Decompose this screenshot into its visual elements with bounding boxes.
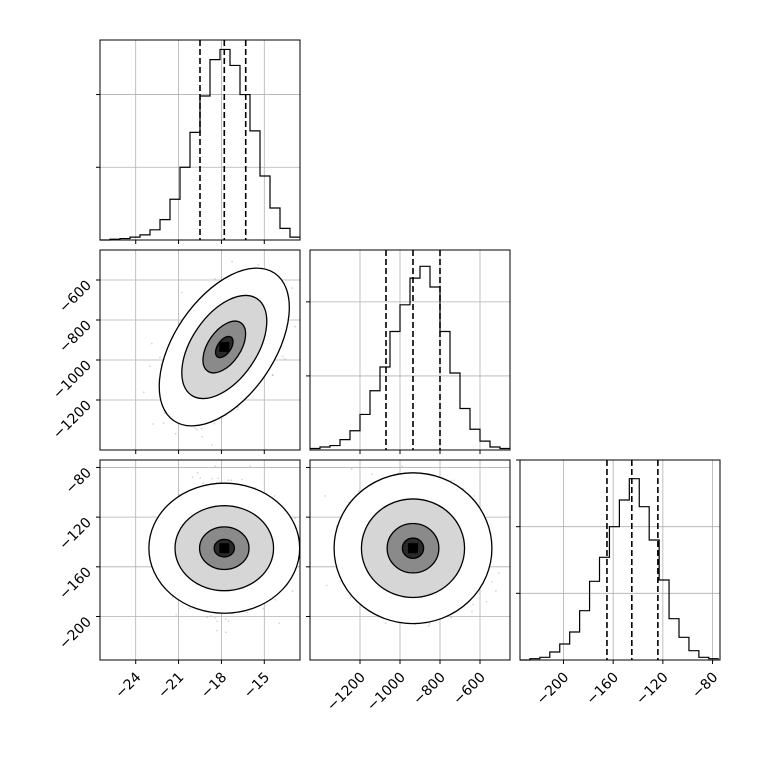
scatter-point — [271, 374, 274, 377]
pair-panel-content — [100, 250, 300, 450]
scatter-point — [315, 570, 317, 572]
scatter-point — [294, 325, 296, 328]
scatter-point — [171, 596, 174, 599]
histogram-panel-0 — [96, 39, 301, 244]
scatter-point — [196, 428, 198, 431]
scatter-point — [214, 278, 216, 280]
x-tick-label: −120 — [633, 670, 672, 709]
panel-frame — [519, 459, 721, 661]
x-tick-label: −200 — [534, 670, 573, 709]
scatter-point — [257, 264, 260, 266]
scatter-point — [199, 476, 202, 479]
scatter-point — [209, 614, 212, 617]
histogram-panel-1 — [306, 249, 511, 454]
scatter-point — [191, 476, 194, 479]
scatter-point — [241, 478, 243, 481]
scatter-point — [230, 479, 233, 482]
pair-panel-content — [100, 460, 317, 660]
histogram-panel-2: −200 −160 −120 −80 — [516, 459, 721, 709]
scatter-point — [217, 477, 220, 480]
panel-frame — [99, 249, 301, 451]
scatter-point — [291, 590, 294, 592]
x-tick-label: −160 — [583, 670, 622, 709]
scatter-point — [150, 342, 153, 345]
scatter-point — [194, 427, 196, 430]
y-tick-label: −600 — [56, 278, 95, 317]
pair-panel-0-2: −24 −21 −18 −15−200−160−120−80 — [56, 459, 317, 702]
scatter-point — [224, 631, 227, 634]
scatter-point — [202, 482, 204, 484]
panel-frame — [309, 249, 511, 451]
scatter-point — [262, 607, 265, 610]
scatter-point — [174, 432, 177, 435]
pair-panel-0-1: −1200−1000−800−600 — [50, 249, 301, 454]
scatter-point — [175, 613, 178, 616]
scatter-point — [236, 408, 239, 411]
panel-frame — [99, 39, 301, 241]
y-tick-label: −1000 — [50, 358, 95, 403]
scatter-point — [148, 365, 151, 368]
scatter-point — [201, 435, 204, 438]
y-tick-label: −1200 — [50, 398, 95, 443]
histogram-bars — [310, 265, 510, 450]
scatter-point — [211, 477, 214, 480]
scatter-point — [284, 357, 286, 360]
scatter-point — [158, 356, 161, 359]
y-tick-label: −800 — [56, 318, 95, 357]
scatter-point — [278, 622, 281, 625]
scatter-point — [214, 616, 217, 619]
scatter-point — [245, 611, 248, 614]
scatter-point — [249, 465, 252, 468]
scatter-point — [152, 423, 155, 425]
scatter-point — [214, 465, 217, 468]
scatter-point — [271, 374, 274, 376]
scatter-point — [211, 444, 213, 446]
scatter-point — [142, 391, 145, 394]
scatter-point — [273, 495, 276, 497]
scatter-point — [188, 607, 191, 610]
scatter-point — [200, 427, 203, 430]
x-tick-label: −80 — [689, 670, 721, 702]
scatter-point — [227, 620, 230, 623]
scatter-point — [227, 479, 230, 482]
histogram-bars — [520, 478, 719, 661]
scatter-point — [196, 471, 199, 474]
density-peak — [219, 342, 230, 352]
scatter-point — [291, 287, 293, 289]
scatter-point — [216, 629, 218, 632]
scatter-point — [231, 260, 234, 263]
scatter-point — [180, 291, 183, 294]
scatter-point — [162, 422, 165, 424]
scatter-point — [281, 355, 284, 358]
scatter-point — [163, 412, 166, 415]
scatter-point — [213, 422, 216, 425]
scatter-point — [206, 616, 209, 619]
